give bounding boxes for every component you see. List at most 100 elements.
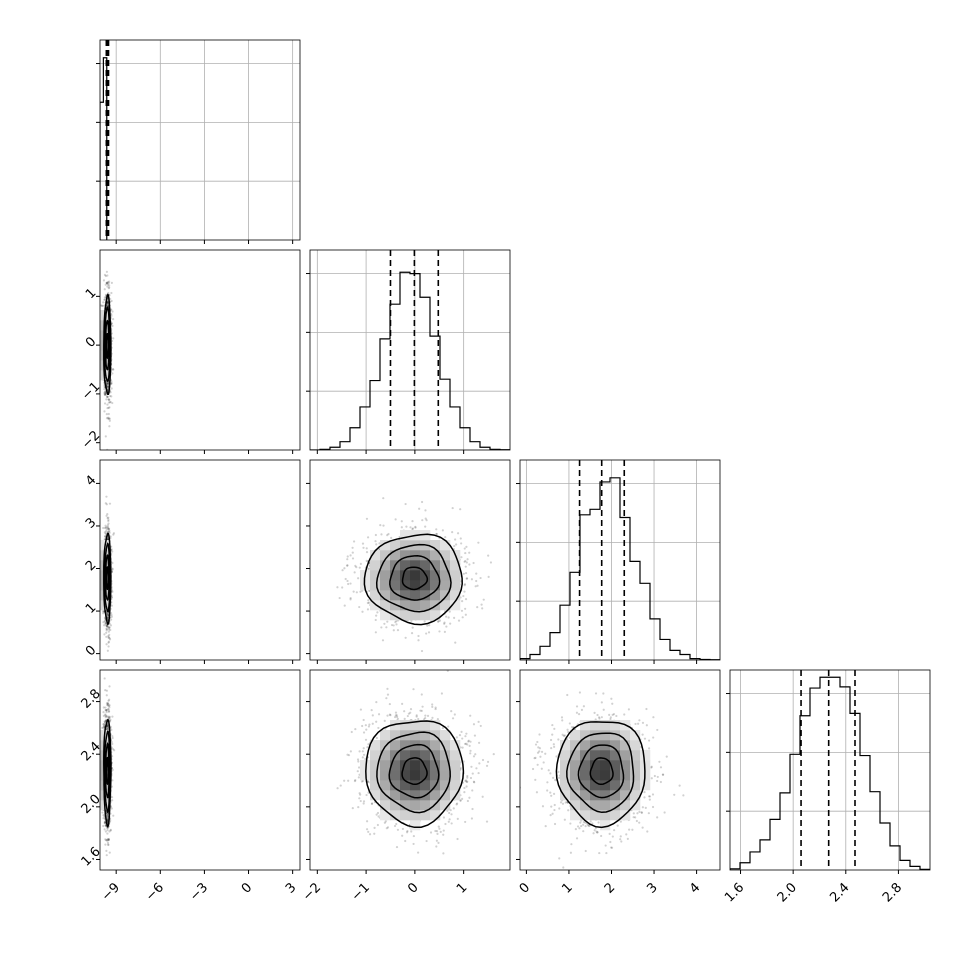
- scatter-point: [104, 535, 107, 538]
- scatter-point: [349, 554, 352, 557]
- scatter-point: [111, 561, 114, 565]
- scatter-point: [352, 590, 355, 593]
- scatter-point: [417, 634, 420, 638]
- scatter-point: [102, 526, 105, 530]
- scatter-point: [108, 284, 111, 287]
- scatter-point: [435, 532, 438, 536]
- scatter-point: [456, 532, 460, 535]
- scatter-point: [386, 534, 389, 537]
- scatter-point: [105, 635, 108, 638]
- scatter-point: [110, 322, 113, 325]
- scatter-point: [445, 625, 448, 628]
- scatter-panel-3-0: [99, 669, 301, 871]
- scatter-point: [104, 532, 107, 535]
- density-cell: [400, 590, 411, 601]
- scatter-point: [105, 398, 108, 401]
- scatter-point: [455, 543, 458, 546]
- scatter-point: [366, 536, 370, 539]
- scatter-point: [105, 709, 108, 712]
- scatter-point: [400, 520, 403, 523]
- scatter-point: [109, 725, 112, 728]
- scatter-point: [448, 610, 451, 613]
- scatter-point: [470, 578, 473, 581]
- scatter-point: [365, 517, 369, 520]
- scatter-point: [108, 529, 111, 532]
- density-cell: [440, 580, 451, 591]
- panel-frame: [309, 249, 511, 451]
- density-cell: [380, 600, 391, 611]
- scatter-point: [106, 285, 109, 288]
- scatter-point: [109, 828, 112, 831]
- scatter-point: [107, 710, 110, 713]
- scatter-point: [464, 565, 467, 568]
- scatter-point: [346, 558, 349, 561]
- scatter-point: [464, 559, 467, 563]
- histogram-panel-2: [516, 459, 721, 661]
- scatter-point: [385, 626, 388, 629]
- scatter-point: [109, 391, 112, 394]
- panel-frame: [729, 669, 931, 871]
- density-cell: [450, 560, 461, 571]
- scatter-point: [107, 281, 110, 285]
- scatter-point: [106, 832, 109, 835]
- scatter-point: [336, 586, 339, 589]
- scatter-point: [110, 613, 113, 617]
- scatter-point: [463, 584, 466, 587]
- scatter-point: [106, 703, 109, 707]
- scatter-point: [105, 417, 109, 420]
- density-cell: [390, 540, 401, 551]
- scatter-point: [107, 708, 110, 711]
- scatter-point: [104, 623, 107, 626]
- scatter-point: [459, 537, 462, 540]
- scatter-panel-1-0: [99, 249, 301, 454]
- scatter-point: [103, 391, 106, 395]
- scatter-point: [111, 550, 114, 553]
- scatter-point: [103, 677, 106, 680]
- scatter-point: [104, 391, 107, 394]
- density-cell: [370, 600, 381, 611]
- scatter-point: [107, 516, 110, 519]
- scatter-point: [104, 530, 108, 533]
- scatter-point: [110, 596, 113, 599]
- scatter-point: [107, 417, 110, 421]
- scatter-point: [112, 318, 115, 321]
- scatter-point: [107, 412, 110, 416]
- scatter-point: [107, 640, 111, 643]
- scatter-point: [105, 282, 108, 285]
- density-cell: [440, 570, 451, 581]
- scatter-point: [105, 381, 108, 384]
- scatter-point: [107, 703, 110, 706]
- scatter-point: [106, 274, 109, 277]
- scatter-point: [457, 619, 461, 622]
- scatter-point: [103, 724, 106, 727]
- scatter-point: [487, 554, 490, 557]
- scatter-point: [462, 572, 465, 575]
- scatter-point: [423, 620, 426, 623]
- scatter-point: [451, 531, 454, 534]
- scatter-point: [107, 630, 110, 633]
- scatter-point: [110, 728, 113, 731]
- scatter-point: [106, 395, 109, 399]
- scatter-point: [102, 609, 105, 613]
- scatter-point: [107, 401, 110, 404]
- scatter-point: [464, 613, 467, 616]
- contour-line: [104, 306, 111, 383]
- panel-frame: [99, 39, 301, 241]
- scatter-point: [106, 524, 109, 527]
- scatter-point: [108, 637, 111, 640]
- scatter-point: [103, 393, 106, 396]
- scatter-point: [106, 612, 109, 615]
- scatter-point: [466, 558, 469, 561]
- scatter-point: [390, 536, 393, 539]
- scatter-point: [103, 616, 106, 619]
- scatter-point: [108, 685, 111, 688]
- scatter-point: [400, 526, 403, 529]
- scatter-point: [404, 502, 407, 506]
- scatter-point: [411, 527, 415, 530]
- scatter-point: [365, 551, 369, 554]
- scatter-point: [110, 308, 113, 311]
- scatter-point: [103, 402, 107, 405]
- scatter-point: [106, 300, 109, 304]
- scatter-point: [105, 495, 108, 498]
